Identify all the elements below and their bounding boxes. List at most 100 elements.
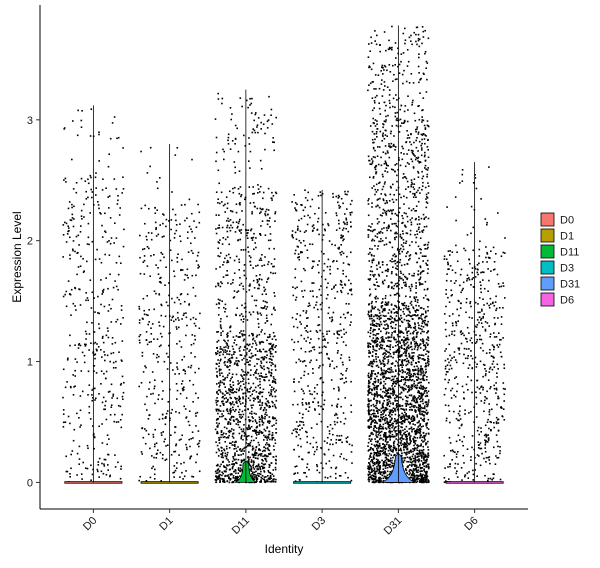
data-point [422, 297, 425, 299]
data-point [247, 397, 250, 399]
data-point [378, 420, 381, 422]
data-point [233, 296, 236, 298]
data-point [229, 365, 231, 367]
data-point [393, 194, 395, 196]
data-point [402, 438, 405, 440]
data-point [245, 354, 248, 356]
data-point [374, 156, 376, 159]
data-point [293, 194, 295, 196]
data-point [248, 451, 250, 453]
data-point [407, 372, 409, 374]
data-point [220, 327, 223, 330]
data-point [167, 356, 169, 358]
data-point [421, 170, 423, 173]
data-point [388, 94, 391, 96]
data-point [300, 334, 303, 337]
data-point [384, 181, 386, 183]
data-point [383, 435, 385, 438]
data-point [227, 392, 229, 394]
data-point [415, 292, 417, 294]
data-point [383, 451, 385, 454]
data-point [422, 419, 425, 422]
data-point [342, 412, 345, 414]
data-point [93, 436, 96, 439]
data-point [376, 409, 378, 412]
data-point [404, 428, 406, 430]
data-point [379, 50, 381, 53]
data-point [236, 477, 238, 479]
data-point [192, 401, 194, 403]
data-point [261, 424, 264, 426]
data-point [76, 134, 79, 137]
data-point [427, 336, 429, 338]
data-point [350, 288, 353, 290]
data-point [147, 232, 150, 234]
data-point [259, 404, 261, 406]
data-point [271, 123, 274, 125]
data-point [408, 320, 411, 323]
data-point [422, 30, 425, 33]
data-point [335, 413, 338, 416]
data-point [222, 415, 225, 417]
data-point [300, 242, 302, 244]
data-point [150, 333, 153, 335]
data-point [379, 373, 382, 376]
data-point [367, 346, 369, 348]
data-point [265, 350, 268, 353]
data-point [239, 230, 241, 232]
data-point [376, 233, 379, 235]
data-point [182, 314, 185, 317]
data-point [403, 387, 406, 390]
data-point [386, 302, 388, 305]
data-point [269, 384, 271, 386]
data-point [340, 253, 342, 256]
data-point [240, 469, 242, 471]
data-point [226, 451, 229, 454]
data-point [411, 348, 413, 351]
data-point [86, 321, 88, 324]
data-point [219, 481, 221, 483]
data-point [255, 265, 257, 267]
data-point [378, 107, 381, 110]
data-point [231, 466, 234, 469]
data-point [404, 281, 407, 284]
data-point [257, 117, 260, 119]
data-point [147, 314, 149, 317]
data-point [298, 256, 300, 258]
data-point [160, 276, 162, 279]
data-point [238, 426, 241, 429]
data-point [368, 311, 370, 314]
data-point [425, 67, 427, 69]
data-point [427, 182, 429, 184]
data-point [302, 360, 304, 363]
data-point [382, 375, 384, 378]
data-point [260, 225, 262, 227]
data-point [234, 339, 236, 341]
data-point [305, 340, 307, 342]
data-point [269, 420, 271, 423]
data-point [420, 315, 422, 317]
data-point [235, 388, 238, 391]
data-point [390, 287, 393, 289]
data-point [188, 438, 190, 441]
data-point [138, 385, 140, 388]
data-point [308, 406, 311, 408]
data-point [382, 73, 384, 75]
data-point [386, 264, 388, 266]
data-point [252, 466, 255, 469]
data-point [382, 409, 384, 412]
data-point [398, 359, 401, 361]
data-point [185, 470, 187, 472]
data-point [236, 363, 238, 366]
data-point [91, 240, 94, 243]
data-point [243, 349, 245, 351]
data-point [421, 121, 423, 123]
data-point [426, 124, 429, 127]
data-point [267, 187, 270, 190]
data-point [231, 463, 233, 465]
data-point [412, 99, 414, 102]
data-point [243, 374, 245, 376]
data-point [411, 387, 413, 390]
data-point [308, 468, 310, 471]
data-point [97, 312, 99, 314]
